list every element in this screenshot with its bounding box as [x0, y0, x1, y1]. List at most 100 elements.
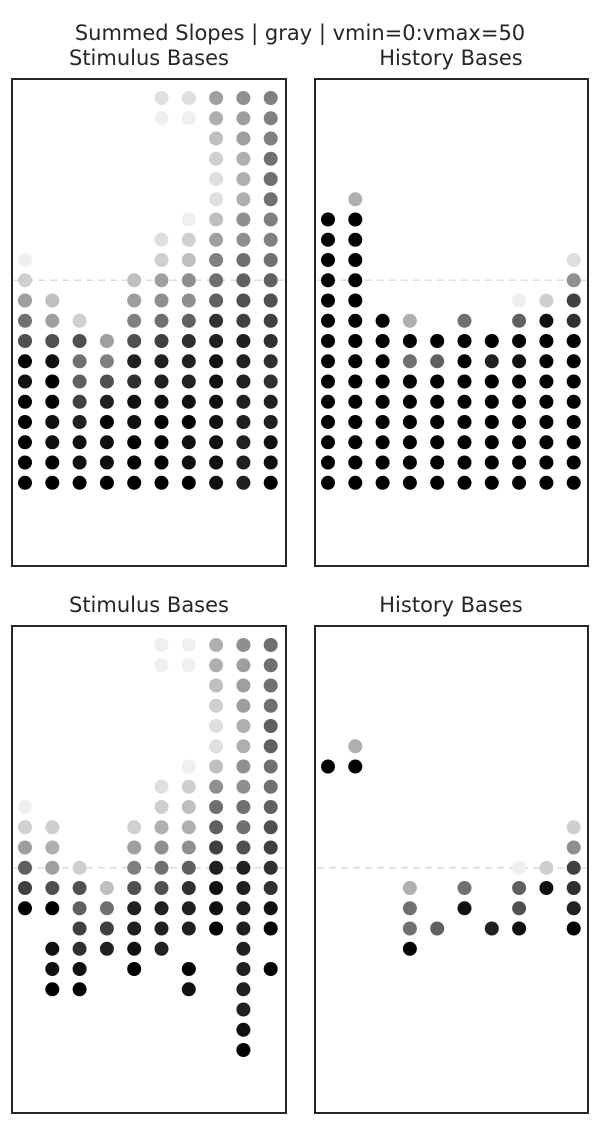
data-point: [539, 415, 554, 429]
data-point: [236, 941, 251, 956]
data-point: [181, 232, 196, 247]
data-point: [181, 253, 196, 267]
data-point: [18, 415, 32, 429]
data-point: [236, 638, 251, 652]
data-point: [430, 334, 445, 348]
data-point: [566, 901, 581, 916]
data-point: [209, 435, 224, 450]
data-point: [566, 293, 581, 308]
data-point: [236, 313, 251, 328]
data-point: [263, 111, 278, 126]
data-point: [209, 658, 224, 673]
data-point: [236, 881, 251, 895]
data-point: [236, 334, 251, 348]
data-point: [45, 293, 60, 308]
data-point: [209, 860, 224, 875]
data-point: [209, 678, 224, 693]
data-point: [321, 759, 335, 774]
data-point: [348, 334, 363, 348]
data-point: [209, 779, 224, 794]
data-point: [72, 901, 87, 916]
data-point: [236, 962, 251, 976]
data-point: [181, 658, 196, 673]
data-point: [321, 212, 335, 227]
data-point: [209, 374, 224, 389]
data-point: [209, 232, 224, 247]
data-point: [45, 455, 60, 470]
data-point: [154, 901, 169, 916]
data-point: [402, 313, 417, 328]
data-point: [181, 779, 196, 794]
data-point: [127, 394, 142, 409]
data-point: [457, 881, 472, 895]
data-point: [181, 394, 196, 409]
data-point: [348, 354, 363, 369]
data-point: [181, 435, 196, 450]
data-point: [539, 374, 554, 389]
data-point: [154, 273, 169, 288]
data-point: [154, 313, 169, 328]
data-point: [236, 1002, 251, 1017]
data-point: [263, 192, 278, 207]
data-point: [236, 192, 251, 207]
data-point: [236, 719, 251, 733]
data-point: [209, 455, 224, 470]
data-point: [402, 435, 417, 450]
data-point: [209, 759, 224, 774]
data-point: [321, 415, 335, 429]
data-point: [45, 435, 60, 450]
data-point: [72, 475, 87, 490]
data-point: [18, 820, 32, 835]
data-point: [18, 901, 32, 916]
data-point: [209, 739, 224, 754]
data-point: [512, 435, 527, 450]
data-point: [181, 759, 196, 774]
data-point: [566, 354, 581, 369]
data-point: [236, 982, 251, 997]
figure-suptitle: Summed Slopes | gray | vmin=0:vmax=50: [75, 21, 525, 46]
data-point: [348, 232, 363, 247]
data-point: [18, 273, 32, 288]
data-point: [457, 435, 472, 450]
data-point: [209, 273, 224, 288]
data-point: [484, 334, 499, 348]
data-point: [263, 860, 278, 875]
data-point: [566, 394, 581, 409]
data-point: [375, 313, 390, 328]
data-point: [127, 881, 142, 895]
data-point: [72, 374, 87, 389]
data-point: [263, 739, 278, 754]
data-point: [321, 394, 335, 409]
data-point: [236, 475, 251, 490]
data-point: [402, 941, 417, 956]
data-point: [127, 475, 142, 490]
data-point: [512, 860, 527, 875]
data-point: [348, 192, 363, 207]
data-point: [236, 759, 251, 774]
data-point: [430, 435, 445, 450]
data-point: [127, 820, 142, 835]
data-point: [127, 374, 142, 389]
data-point: [348, 273, 363, 288]
data-point: [127, 313, 142, 328]
data-point: [512, 374, 527, 389]
data-point: [18, 354, 32, 369]
data-point: [236, 800, 251, 814]
panel-title: Stimulus Bases: [69, 593, 229, 617]
data-point: [430, 374, 445, 389]
data-point: [566, 374, 581, 389]
data-point: [375, 435, 390, 450]
data-point: [127, 273, 142, 288]
data-point: [348, 759, 363, 774]
data-point: [209, 253, 224, 267]
data-point: [348, 253, 363, 267]
data-point: [45, 901, 60, 916]
data-point: [99, 435, 114, 450]
data-point: [512, 313, 527, 328]
data-point: [181, 820, 196, 835]
data-point: [154, 658, 169, 673]
data-point: [539, 293, 554, 308]
data-point: [209, 172, 224, 186]
data-point: [512, 475, 527, 490]
data-point: [566, 435, 581, 450]
